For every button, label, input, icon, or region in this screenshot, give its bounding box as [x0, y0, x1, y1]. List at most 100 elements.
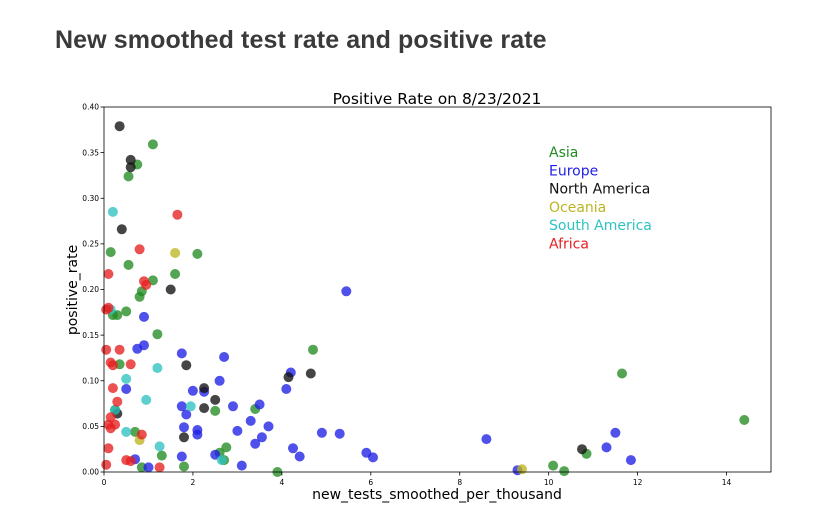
- data-point: [141, 394, 152, 405]
- data-point: [181, 409, 192, 420]
- data-point: [199, 383, 210, 394]
- data-point: [125, 456, 136, 467]
- legend-entry: South America: [549, 218, 652, 234]
- data-point: [256, 432, 267, 443]
- data-point: [125, 154, 136, 165]
- data-point: [152, 363, 163, 373]
- data-point: [232, 425, 243, 436]
- data-point: [308, 344, 318, 355]
- data-point: [601, 442, 612, 453]
- legend-entry: Africa: [549, 237, 589, 253]
- plot-area-frame: [103, 106, 772, 473]
- data-point: [139, 311, 149, 322]
- data-point: [221, 442, 232, 453]
- x-axis-label: new_tests_smoothed_per_thousand: [312, 487, 562, 503]
- data-point: [199, 403, 210, 414]
- data-point: [114, 344, 125, 355]
- data-point: [121, 384, 132, 394]
- data-point: [176, 348, 187, 359]
- data-point: [143, 462, 154, 473]
- data-point: [152, 329, 163, 340]
- data-point: [112, 396, 123, 407]
- data-point: [123, 171, 134, 182]
- data-point: [147, 139, 158, 150]
- data-point: [294, 451, 305, 462]
- data-point: [107, 206, 118, 217]
- y-tick-label: 0.00: [82, 468, 99, 477]
- y-tick-label: 0.15: [82, 331, 99, 340]
- legend-entry: Europe: [549, 163, 598, 179]
- data-point: [179, 461, 189, 472]
- data-point: [216, 455, 227, 466]
- x-axis: 0 2 4 6 8 10 12 14: [102, 472, 732, 487]
- data-point: [283, 372, 294, 383]
- data-point: [110, 404, 121, 415]
- y-tick-label: 0.20: [82, 285, 99, 294]
- y-axis-label: positive_rate: [65, 245, 81, 335]
- legend: Asia Europe North America Oceania South Amer…: [549, 145, 652, 253]
- y-tick-label: 0.25: [82, 240, 99, 249]
- data-point: [121, 373, 132, 384]
- data-point: [154, 462, 165, 473]
- data-point: [214, 375, 225, 386]
- y-tick-label: 0.05: [82, 422, 99, 431]
- data-point: [105, 423, 116, 434]
- data-point: [103, 443, 114, 454]
- data-point: [610, 427, 621, 438]
- x-tick-label: 0: [102, 478, 107, 487]
- data-point: [179, 422, 189, 433]
- data-point: [185, 401, 196, 412]
- y-tick-label: 0.40: [82, 103, 99, 112]
- y-tick-label: 0.30: [82, 194, 99, 203]
- data-point: [134, 244, 145, 255]
- data-point: [116, 224, 127, 235]
- data-point: [341, 286, 352, 297]
- data-point: [101, 344, 112, 355]
- data-point: [165, 284, 176, 295]
- data-point: [107, 360, 118, 371]
- data-point: [236, 460, 247, 471]
- data-point: [559, 466, 570, 477]
- data-point: [254, 399, 265, 410]
- data-point: [103, 269, 114, 279]
- data-point: [250, 438, 261, 449]
- page-title: New smoothed test rate and positive rate: [55, 26, 547, 54]
- data-point: [281, 384, 292, 394]
- x-tick-label: 4: [279, 478, 284, 487]
- y-tick-label: 0.10: [82, 376, 99, 385]
- data-point: [101, 459, 112, 470]
- data-point: [107, 383, 118, 394]
- data-point: [123, 259, 134, 270]
- data-point: [625, 455, 636, 466]
- data-point: [170, 248, 181, 258]
- data-point: [103, 302, 114, 313]
- y-axis: 0.00 0.05 0.10 0.15 0.20 0.25 0.30 0.35 0.40: [82, 103, 104, 477]
- data-point: [577, 444, 587, 455]
- data-point: [228, 401, 238, 412]
- data-points: [101, 121, 750, 477]
- data-point: [176, 401, 187, 412]
- data-point: [305, 368, 316, 379]
- data-point: [617, 368, 627, 379]
- data-point: [172, 209, 183, 220]
- data-point: [105, 412, 116, 423]
- data-point: [263, 421, 274, 432]
- data-point: [334, 428, 345, 439]
- data-point: [176, 451, 187, 462]
- data-point: [210, 405, 221, 416]
- data-point: [125, 359, 136, 370]
- data-point: [154, 441, 165, 452]
- data-point: [170, 269, 181, 279]
- data-point: [156, 450, 167, 461]
- data-point: [739, 415, 750, 425]
- data-point: [121, 306, 132, 317]
- x-tick-label: 8: [457, 478, 462, 487]
- data-point: [136, 429, 147, 440]
- x-tick-label: 12: [633, 478, 643, 487]
- data-point: [114, 121, 125, 132]
- legend-entry: North America: [549, 182, 650, 198]
- x-tick-label: 10: [544, 478, 554, 487]
- data-point: [210, 394, 221, 405]
- data-point: [481, 434, 492, 445]
